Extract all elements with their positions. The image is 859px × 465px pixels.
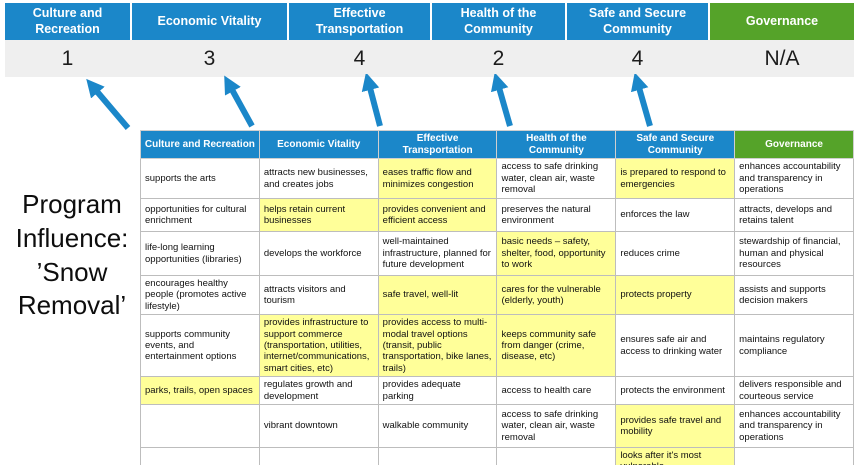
- matrix-cell: provides adequate parking: [377, 376, 498, 405]
- matrix-header-row: Culture and Recreation Economic Vitality E…: [140, 130, 854, 159]
- goal-header-0: Culture and Recreation: [5, 3, 130, 40]
- goal-header-1: Economic Vitality: [132, 3, 287, 40]
- matrix-row: vibrant downtown walkable community access…: [140, 403, 854, 448]
- matrix-cell: develops the workforce: [258, 231, 379, 276]
- matrix-header-cell: Culture and Recreation: [140, 130, 260, 159]
- matrix-cell: supports the arts: [140, 158, 260, 199]
- matrix-cell: walkable community: [377, 403, 498, 448]
- matrix-cell: life-long learning opportunities (librar…: [140, 231, 260, 276]
- matrix-row: parks, trails, open spaces regulates grow…: [140, 376, 854, 405]
- matrix-row: supports the arts attracts new businesses…: [140, 158, 854, 199]
- score-value-4: 4: [631, 46, 644, 70]
- matrix-cell: [496, 446, 617, 465]
- goal-header-4: Safe and Secure Community: [567, 3, 708, 40]
- matrix-cell: protects property: [615, 274, 736, 316]
- matrix-cell: provides safe travel and mobility: [615, 403, 736, 448]
- matrix-cell: safe travel, well-lit: [377, 274, 498, 316]
- matrix-header-cell: Safe and Secure Community: [615, 130, 736, 159]
- arrows-layer: [86, 74, 653, 130]
- influence-matrix: Culture and Recreation Economic Vitality E…: [140, 130, 854, 465]
- matrix-row: encourages healthy people (promotes acti…: [140, 274, 854, 316]
- matrix-cell: regulates growth and development: [258, 376, 379, 405]
- matrix-cell: looks after it's most vulnerable: [615, 446, 736, 465]
- score-value-2: 4: [353, 46, 366, 70]
- score-band: 1 3 4 2 4 N/A: [5, 40, 854, 77]
- program-title: Program Influence: ’Snow Removal’: [15, 189, 129, 321]
- matrix-cell: enhances accountability and transparency…: [734, 158, 854, 199]
- matrix-cell: provides infrastructure to support comme…: [258, 314, 379, 378]
- up-arrow-icon: [224, 75, 255, 128]
- matrix-cell: preserves the natural environment: [496, 198, 617, 232]
- matrix-row: opportunities for cultural enrichment hel…: [140, 198, 854, 232]
- matrix-cell: access to health care: [496, 376, 617, 405]
- matrix-cell: attracts visitors and tourism: [258, 274, 379, 316]
- score-value-0: 1: [61, 46, 74, 70]
- matrix-cell: access to safe drinking water, clean air…: [496, 158, 617, 199]
- matrix-cell: [258, 446, 379, 465]
- matrix-cell: supports community events, and entertain…: [140, 314, 260, 378]
- matrix-cell: eases traffic flow and minimizes congest…: [377, 158, 498, 199]
- matrix-cell: [140, 403, 260, 448]
- matrix-cell: protects the environment: [615, 376, 736, 405]
- matrix-row: life-long learning opportunities (librar…: [140, 231, 854, 276]
- matrix-cell: ensures safe air and access to drinking …: [615, 314, 736, 378]
- matrix-cell: encourages healthy people (promotes acti…: [140, 274, 260, 316]
- up-arrow-icon: [86, 78, 131, 130]
- matrix-body: supports the arts attracts new businesses…: [140, 158, 854, 465]
- matrix-cell: parks, trails, open spaces: [140, 376, 260, 405]
- matrix-cell: access to safe drinking water, clean air…: [496, 403, 617, 448]
- matrix-cell: maintains regulatory compliance: [734, 314, 854, 378]
- goal-header-5: Governance: [710, 3, 854, 40]
- goal-header-2: Effective Transportation: [289, 3, 430, 40]
- up-arrow-icon: [630, 74, 653, 127]
- matrix-cell: [140, 446, 260, 465]
- matrix-header-cell: Effective Transportation: [377, 130, 498, 159]
- matrix-cell: vibrant downtown: [258, 403, 379, 448]
- matrix-cell: well-maintained infrastructure, planned …: [377, 231, 498, 276]
- matrix-row: supports community events, and entertain…: [140, 314, 854, 378]
- up-arrow-icon: [490, 74, 513, 127]
- matrix-cell: [377, 446, 498, 465]
- matrix-cell: keeps community safe from danger (crime,…: [496, 314, 617, 378]
- goal-band: Culture and Recreation Economic Vitality E…: [5, 3, 854, 40]
- matrix-cell: is prepared to respond to emergencies: [615, 158, 736, 199]
- matrix-cell: provides convenient and efficient access: [377, 198, 498, 232]
- matrix-header-cell: Governance: [734, 130, 854, 159]
- matrix-cell: cares for the vulnerable (elderly, youth…: [496, 274, 617, 316]
- matrix-cell: stewardship of financial, human and phys…: [734, 231, 854, 276]
- matrix-cell: assists and supports decision makers: [734, 274, 854, 316]
- matrix-cell: provides access to multi-modal travel op…: [377, 314, 498, 378]
- goal-header-3: Health of the Community: [432, 3, 565, 40]
- score-value-5: N/A: [764, 46, 800, 70]
- matrix-cell: attracts, develops and retains talent: [734, 198, 854, 232]
- matrix-cell: enhances accountability and transparency…: [734, 403, 854, 448]
- matrix-cell: helps retain current businesses: [258, 198, 379, 232]
- matrix-cell: enforces the law: [615, 198, 736, 232]
- up-arrow-icon: [361, 74, 383, 127]
- matrix-cell: [734, 446, 854, 465]
- score-value-3: 2: [492, 46, 505, 70]
- matrix-header-cell: Health of the Community: [496, 130, 617, 159]
- matrix-cell: attracts new businesses, and creates job…: [258, 158, 379, 199]
- score-value-1: 3: [203, 46, 216, 70]
- matrix-cell: reduces crime: [615, 231, 736, 276]
- matrix-header-cell: Economic Vitality: [258, 130, 379, 159]
- matrix-row: looks after it's most vulnerable: [140, 446, 854, 465]
- matrix-cell: delivers responsible and courteous servi…: [734, 376, 854, 405]
- matrix-cell: opportunities for cultural enrichment: [140, 198, 260, 232]
- matrix-cell: basic needs – safety, shelter, food, opp…: [496, 231, 617, 276]
